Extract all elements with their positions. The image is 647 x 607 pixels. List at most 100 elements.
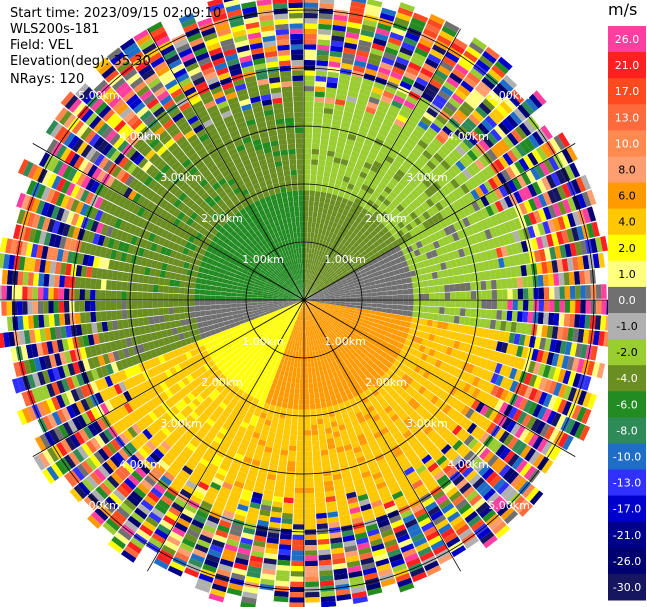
range-gate — [378, 100, 391, 109]
range-gate — [307, 263, 310, 269]
range-gate — [290, 571, 304, 577]
range-gate — [287, 461, 296, 467]
range-gate — [318, 559, 332, 566]
range-gate — [278, 459, 288, 467]
range-gate — [385, 313, 392, 319]
ray — [304, 12, 429, 300]
range-gate — [288, 450, 297, 457]
range-gate — [309, 351, 313, 358]
range-gate — [331, 35, 345, 42]
range-gate — [297, 362, 301, 368]
range-gate — [290, 382, 296, 389]
range-gate — [289, 435, 297, 441]
range-gate — [528, 300, 534, 312]
range-gate — [585, 300, 592, 314]
range-gate — [469, 273, 476, 282]
velocity-rays — [0, 0, 618, 607]
range-gate — [549, 300, 555, 313]
range-gate — [291, 419, 298, 426]
range-gate — [322, 123, 331, 130]
range-gate — [346, 199, 354, 207]
range-gate — [335, 301, 341, 304]
range-gate — [574, 314, 581, 328]
range-gate — [403, 294, 409, 300]
range-gate — [337, 207, 344, 214]
range-gate — [443, 277, 450, 285]
range-gate — [344, 204, 351, 212]
range-gate — [305, 539, 317, 546]
range-gate — [388, 75, 401, 85]
range-gate — [310, 232, 315, 239]
range-gate — [291, 560, 304, 567]
range-gate — [343, 47, 357, 55]
range-gate — [318, 228, 323, 235]
range-gate — [306, 290, 309, 296]
range-gate — [465, 291, 471, 300]
range-gate — [575, 285, 581, 299]
range-gate — [432, 278, 439, 286]
range-gate — [299, 399, 304, 405]
range-gate — [278, 390, 285, 397]
range-gate — [304, 232, 308, 238]
range-gate — [347, 133, 357, 141]
range-gate — [319, 144, 328, 151]
range-gate — [410, 86, 424, 97]
range-gate — [305, 268, 308, 274]
range-gate — [306, 284, 308, 290]
range-gate — [311, 435, 319, 441]
range-gate — [314, 254, 319, 261]
range-gate — [317, 165, 325, 171]
range-gate — [380, 312, 387, 317]
range-gate — [330, 129, 340, 137]
range-gate — [293, 361, 298, 368]
range-gate — [304, 70, 316, 76]
range-gate — [305, 591, 320, 598]
range-gate — [299, 341, 302, 347]
range-gate — [345, 297, 351, 300]
range-gate — [454, 307, 461, 316]
range-gate — [312, 270, 316, 276]
range-gate — [294, 498, 304, 504]
range-gate — [405, 32, 420, 42]
range-gate — [356, 49, 370, 58]
range-gate — [350, 173, 359, 181]
range-gate — [397, 294, 404, 300]
range-gate — [311, 222, 316, 228]
range-gate — [304, 378, 309, 384]
range-gate — [507, 289, 513, 300]
range-gate — [304, 258, 306, 264]
range-gate — [275, 580, 290, 587]
range-gate — [312, 243, 316, 249]
range-gate — [311, 429, 319, 436]
range-gate — [401, 315, 408, 322]
range-gate — [317, 538, 330, 545]
range-gate — [307, 227, 312, 233]
range-gate — [448, 276, 455, 285]
range-gate — [390, 280, 397, 286]
range-gate — [352, 65, 366, 73]
range-gate — [368, 96, 380, 105]
range-gate — [324, 97, 335, 104]
range-gate — [359, 171, 368, 179]
range-gate — [304, 425, 311, 431]
range-gate — [308, 279, 311, 286]
range-gate — [325, 247, 330, 254]
range-gate — [314, 101, 324, 108]
ray — [304, 9, 349, 300]
range-gate — [455, 291, 461, 300]
range-gate — [318, 434, 326, 441]
range-gate — [600, 315, 607, 331]
range-gate — [306, 284, 309, 291]
range-gate — [332, 162, 340, 169]
range-gate — [309, 185, 316, 191]
range-gate — [507, 300, 513, 311]
range-gate — [305, 284, 307, 290]
range-gate — [568, 313, 576, 328]
range-gate — [390, 71, 403, 81]
range-gate — [304, 148, 312, 154]
range-gate — [405, 66, 420, 77]
range-gate — [295, 472, 304, 478]
range-gate — [391, 99, 403, 109]
range-gate — [307, 237, 311, 243]
range-gate — [358, 93, 370, 102]
